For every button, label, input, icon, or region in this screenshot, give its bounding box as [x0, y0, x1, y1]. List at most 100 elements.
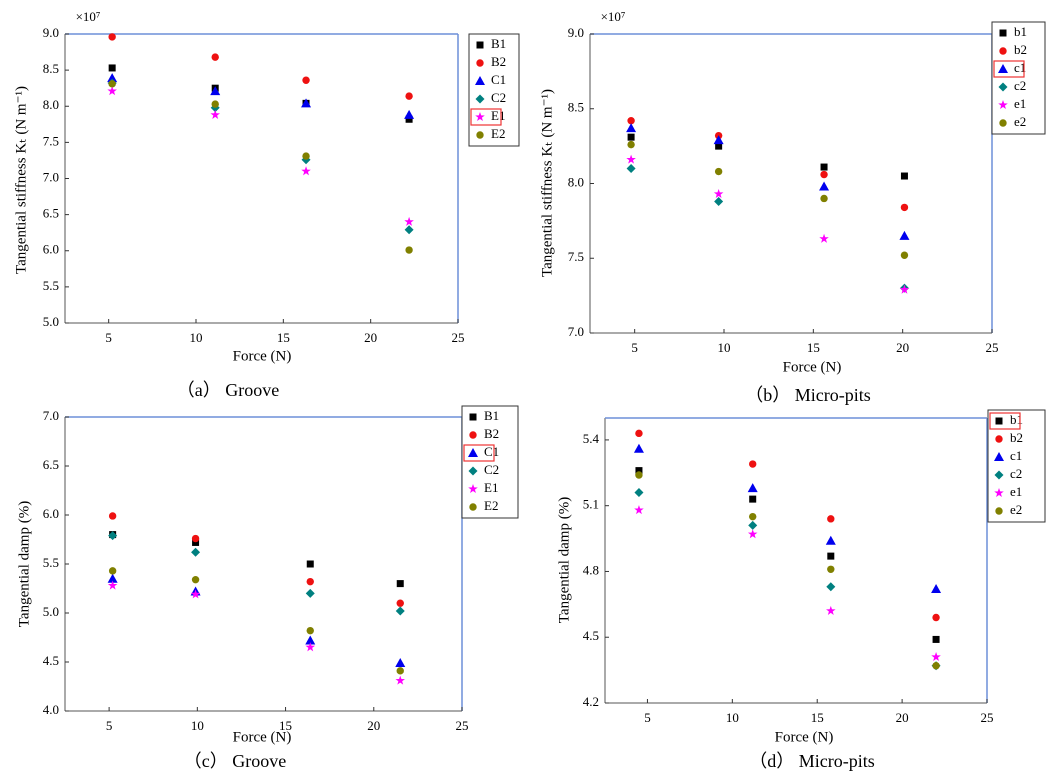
legend-label: b1 [1014, 24, 1027, 39]
y-tick-label: 4.8 [583, 562, 599, 577]
y-tick-label: 5.5 [43, 278, 59, 293]
marker [476, 59, 484, 67]
marker [826, 605, 836, 615]
marker [820, 194, 828, 203]
marker [749, 495, 757, 503]
y-axis-label: Tangential damp (%) [556, 497, 572, 623]
x-tick-label: 10 [726, 710, 739, 725]
x-tick-label: 5 [105, 330, 112, 345]
marker [995, 507, 1003, 515]
marker [633, 443, 644, 453]
caption: （b） Micro-pits [745, 385, 871, 405]
marker [827, 515, 835, 523]
x-tick-label: 20 [364, 330, 377, 345]
legend-highlight [989, 412, 1021, 430]
marker [404, 109, 415, 119]
marker [998, 82, 1008, 92]
marker [827, 565, 835, 573]
y-axis-label: Tangential stiffness Kₜ (N m⁻¹) [539, 89, 555, 277]
y-tick-label: 4.5 [43, 653, 59, 668]
legend-label: b2 [1010, 430, 1023, 445]
marker [302, 76, 310, 84]
marker [899, 230, 910, 240]
marker [627, 117, 635, 125]
marker [306, 626, 314, 635]
marker [475, 76, 485, 85]
x-tick-label: 15 [811, 710, 824, 725]
x-axis-label: Force (N) [783, 359, 842, 375]
marker [627, 133, 635, 141]
y-tick-label: 5.0 [43, 604, 59, 619]
marker [210, 86, 221, 96]
x-tick-label: 25 [986, 340, 999, 355]
marker [192, 538, 200, 546]
y-tick-label: 7.0 [43, 169, 59, 184]
marker [932, 613, 940, 622]
marker [395, 606, 405, 616]
legend-label: c1 [1010, 448, 1022, 463]
marker [306, 560, 314, 568]
marker [305, 635, 316, 645]
marker [301, 98, 312, 108]
marker [302, 152, 310, 160]
marker [404, 225, 414, 235]
y-axis-label: Tangential stiffness Kₜ (N m⁻¹) [13, 86, 29, 274]
marker [469, 503, 477, 511]
chart: 4.2 4.5 4.8 5.1 5.4 5 10 15 20 25 Force (N) Tangent… [556, 409, 1046, 771]
marker [108, 80, 116, 88]
marker [468, 448, 478, 457]
marker [395, 675, 405, 685]
multiplier: ×10⁷ [76, 9, 101, 24]
legend-highlight [463, 444, 495, 462]
y-tick-label: 7.0 [568, 324, 584, 339]
x-tick-label: 10 [718, 340, 731, 355]
marker [931, 651, 941, 662]
legend-highlight [470, 108, 502, 126]
marker [405, 115, 413, 123]
x-tick-label: 15 [279, 718, 292, 733]
marker [635, 471, 643, 479]
y-tick-label: 8.5 [568, 100, 584, 115]
y-tick-label: 7.5 [43, 133, 59, 148]
marker [932, 662, 940, 670]
marker [994, 452, 1004, 461]
chart: 4.0 4.5 5.0 5.5 6.0 6.5 7.0 5 10 15 20 25 Force (N) T… [16, 405, 519, 771]
marker [396, 667, 404, 675]
marker [634, 505, 644, 515]
legend-label: C1 [484, 444, 499, 459]
legend-label: b1 [1010, 412, 1023, 427]
legend-label: c2 [1014, 78, 1026, 93]
x-tick-label: 10 [190, 330, 203, 345]
marker [747, 529, 758, 539]
legend-label: e2 [1014, 114, 1026, 129]
marker [994, 470, 1004, 480]
caption: （d） Micro-pits [749, 751, 875, 771]
marker [191, 547, 201, 557]
x-tick-label: 15 [277, 330, 290, 345]
marker [626, 154, 636, 164]
y-tick-label: 5.5 [43, 555, 59, 570]
y-tick-label: 5.1 [583, 497, 599, 512]
legend-label: c2 [1010, 466, 1022, 481]
x-tick-label: 5 [106, 718, 113, 733]
legend-label: e1 [1014, 96, 1026, 111]
marker [306, 577, 314, 586]
marker [626, 164, 636, 174]
y-tick-label: 6.5 [43, 206, 59, 221]
marker [819, 181, 830, 191]
x-axis-label: Force (N) [775, 729, 834, 745]
x-tick-label: 25 [456, 718, 469, 733]
marker [999, 119, 1007, 127]
marker [396, 599, 404, 607]
x-tick-label: 25 [452, 330, 465, 345]
marker [999, 47, 1007, 55]
x-tick-label: 5 [631, 340, 638, 355]
marker [635, 467, 643, 475]
marker [108, 531, 118, 541]
marker [820, 170, 828, 179]
multiplier: ×10⁷ [601, 9, 626, 24]
legend-label: E2 [484, 498, 498, 513]
legend-label: B1 [484, 408, 499, 423]
marker [819, 233, 829, 243]
marker [995, 435, 1003, 443]
